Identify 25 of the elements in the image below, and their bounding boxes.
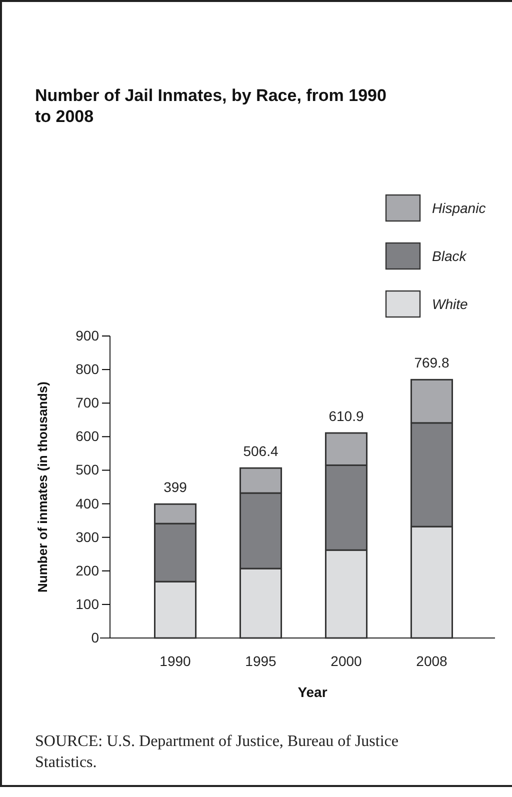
legend-label: Hispanic (432, 200, 486, 216)
y-tick-label: 0 (91, 629, 100, 646)
x-axis-title: Year (298, 684, 328, 700)
y-tick-label: 700 (76, 394, 100, 411)
chart-title: Number of Jail Inmates, by Race, from 1990 to 2008 (35, 86, 386, 126)
total-label: 610.9 (328, 408, 364, 424)
y-axis-title: Number of inmates (in thousands) (35, 382, 50, 592)
y-tick-label: 900 (76, 327, 100, 344)
total-label: 769.8 (414, 354, 450, 371)
y-tick-label: 800 (76, 361, 100, 378)
x-tick-label: 2008 (416, 652, 448, 669)
y-tick-label: 200 (76, 562, 100, 578)
total-label: 399 (164, 479, 188, 496)
x-tick-label: 2000 (330, 652, 362, 669)
y-tick-label: 400 (76, 495, 100, 512)
x-tick-label: 1995 (245, 652, 277, 669)
y-tick-label: 600 (76, 428, 100, 444)
y-tick-label: 100 (76, 596, 100, 612)
source-note: SOURCE: U.S. Department of Justice, Bureau of Justice Statistics. (35, 733, 398, 771)
legend-label: White (432, 296, 468, 312)
y-tick-label: 500 (76, 462, 100, 478)
legend-label: Black (432, 248, 468, 264)
total-label: 506.4 (243, 443, 278, 460)
y-tick-label: 300 (76, 528, 100, 545)
x-tick-label: 1990 (160, 652, 192, 669)
